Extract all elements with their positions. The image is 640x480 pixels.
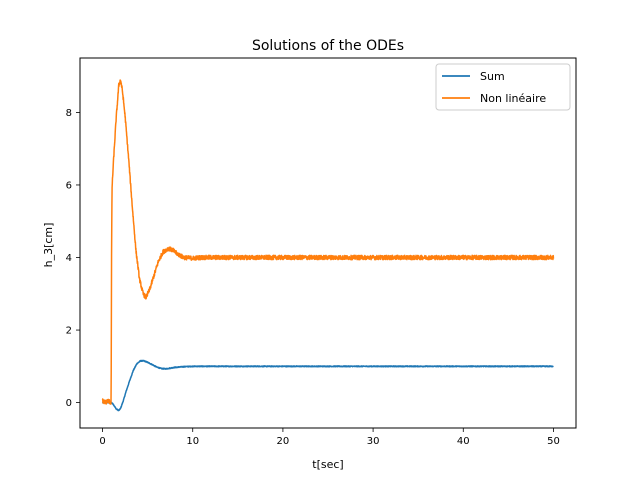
y-tick-label: 4 — [66, 253, 72, 264]
chart-title: Solutions of the ODEs — [252, 38, 404, 54]
series-line-1 — [101, 359, 555, 412]
y-axis: 0 2 4 6 8 — [66, 108, 80, 409]
x-tick-label: 10 — [186, 436, 199, 447]
x-axis: 0 10 20 30 40 50 — [99, 428, 560, 447]
y-tick-label: 2 — [66, 326, 72, 337]
x-axis-label: t[sec] — [312, 458, 343, 471]
y-tick-label: 0 — [66, 398, 72, 409]
x-tick-label: 0 — [99, 436, 105, 447]
x-tick-label: 40 — [457, 436, 470, 447]
legend-label: Sum — [480, 70, 505, 83]
y-tick-label: 8 — [66, 108, 72, 119]
x-tick-label: 20 — [277, 436, 290, 447]
legend-label: Non linéaire — [480, 92, 546, 105]
y-axis-label: h_3[cm] — [42, 223, 55, 268]
legend: Sum Non linéaire — [435, 63, 571, 111]
x-tick-label: 50 — [547, 436, 560, 447]
x-tick-label: 30 — [367, 436, 380, 447]
series-line-2 — [101, 79, 555, 405]
y-tick-label: 6 — [66, 180, 72, 191]
plot-area — [101, 79, 555, 412]
axes-frame — [79, 57, 577, 429]
